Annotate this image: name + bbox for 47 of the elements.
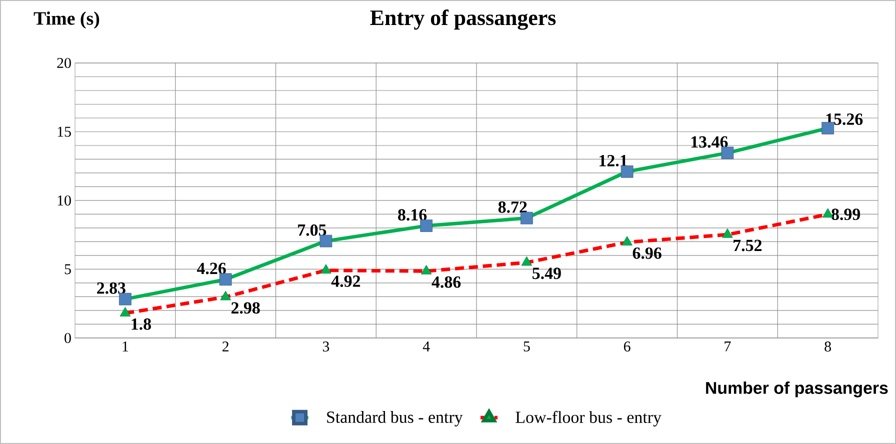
data-label: 4.86 bbox=[432, 276, 461, 288]
y-tick-label: 20 bbox=[57, 58, 71, 68]
data-label: 13.46 bbox=[691, 136, 728, 148]
x-axis-title: Number of passangers bbox=[706, 382, 888, 398]
x-tick-label: 3 bbox=[322, 342, 330, 352]
data-label: 12.1 bbox=[600, 154, 627, 166]
x-tick-label: 4 bbox=[422, 342, 430, 352]
data-label: 2.98 bbox=[231, 302, 260, 314]
point bbox=[219, 273, 232, 286]
data-label: 7.52 bbox=[734, 240, 762, 252]
y-tick-label: 0 bbox=[64, 332, 71, 344]
point bbox=[320, 264, 332, 274]
y-tick-label: 5 bbox=[64, 264, 71, 274]
data-label: 4.92 bbox=[331, 276, 360, 287]
data-label: 2.83 bbox=[97, 282, 126, 294]
point bbox=[622, 236, 632, 246]
data-label: 1.8 bbox=[132, 318, 151, 330]
chart-title: Entry of passangers bbox=[370, 10, 556, 30]
x-tick-label: 8 bbox=[824, 342, 831, 352]
data-label: 8.72 bbox=[498, 201, 527, 213]
point bbox=[420, 220, 432, 232]
point bbox=[420, 264, 432, 274]
legend-label: Low-floor bus - entry bbox=[516, 410, 662, 426]
x-tick-label: 7 bbox=[724, 342, 731, 352]
legend-label: Standard bus - entry bbox=[327, 411, 463, 426]
x-tick-label: 5 bbox=[524, 342, 530, 352]
y-axis-title: Time (s) bbox=[34, 12, 100, 29]
y-tick-label: 15 bbox=[58, 126, 71, 137]
x-tick-label: 2 bbox=[222, 342, 228, 352]
point bbox=[520, 212, 533, 224]
data-label: 4.26 bbox=[196, 262, 226, 274]
data-label: 8.99 bbox=[832, 208, 860, 220]
point bbox=[119, 292, 132, 306]
data-label: 7.05 bbox=[298, 224, 326, 236]
x-tick-label: 6 bbox=[624, 342, 630, 352]
point bbox=[320, 234, 332, 248]
point bbox=[220, 290, 231, 300]
y-tick-label: 10 bbox=[58, 195, 71, 206]
point bbox=[620, 165, 634, 178]
point bbox=[722, 228, 733, 238]
x-tick-label: 1 bbox=[122, 342, 128, 352]
point bbox=[721, 146, 734, 160]
data-label: 5.49 bbox=[532, 268, 561, 280]
point bbox=[521, 256, 532, 266]
data-label: 6.96 bbox=[632, 247, 662, 259]
point bbox=[120, 307, 131, 316]
data-label: 8.16 bbox=[398, 209, 427, 221]
